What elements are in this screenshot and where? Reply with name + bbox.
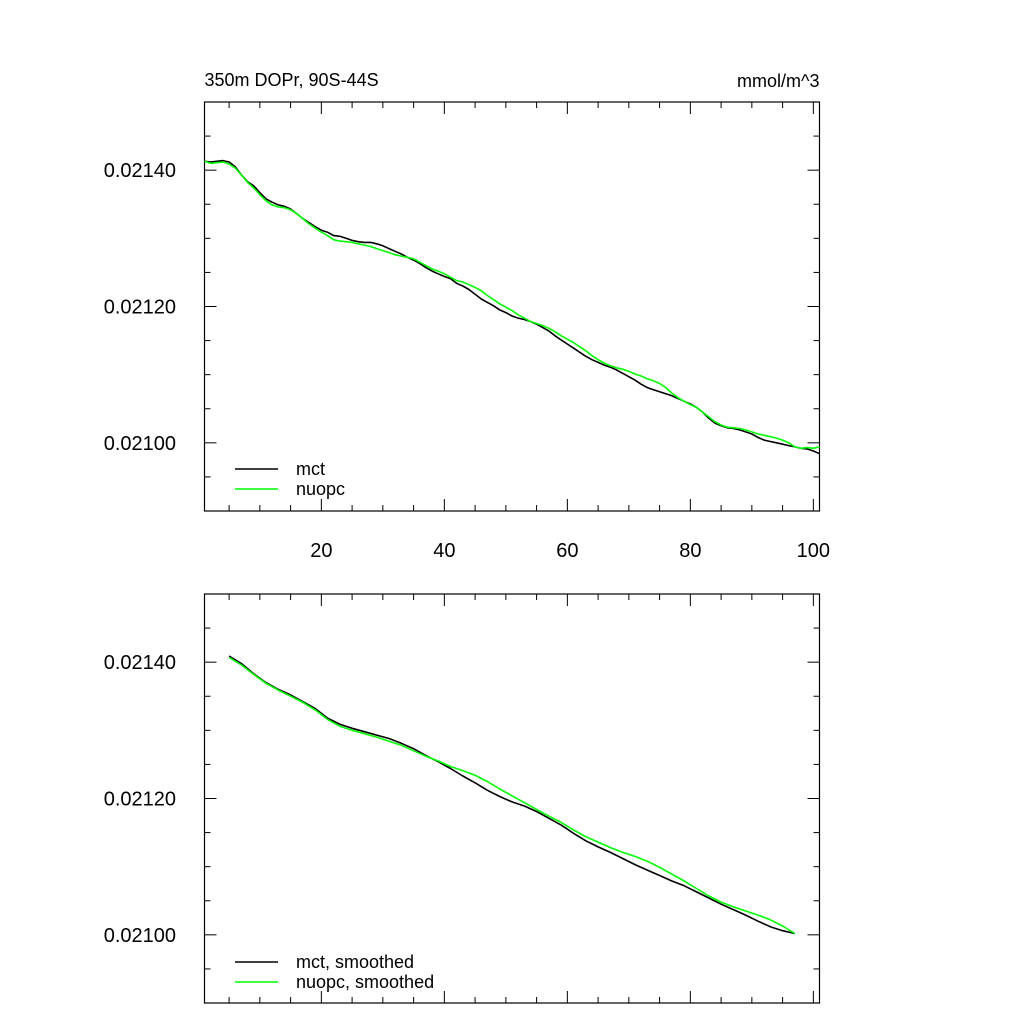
chart1-y-tick-label: 0.02120 — [104, 297, 176, 319]
chart1-panel: 0.02140 0.02120 0.02100 20 40 60 80 100 350m DOP… — [104, 70, 830, 562]
chart1-x-tick-label: 100 — [797, 540, 830, 562]
chart1-x-tick-label: 20 — [310, 540, 332, 562]
chart2-panel: 0.02140 0.02120 0.02100 mct, smoothednuopc,… — [104, 593, 821, 1004]
chart2-legend-label-2: nuopc, smoothed — [296, 972, 434, 992]
chart1-y-tick-label: 0.02100 — [104, 433, 176, 455]
chart1-x-tick-label: 40 — [433, 540, 455, 562]
chart1-x-tick-label: 80 — [679, 540, 701, 562]
chart2-series-1-line — [228, 655, 796, 935]
chart1-series-1-line — [204, 159, 820, 455]
chart1-y-tick-label: 0.02140 — [104, 160, 176, 182]
chart1-frame — [203, 101, 821, 512]
chart2-y-tick-label: 0.02140 — [104, 652, 176, 674]
chart1-title: 350m DOPr, 90S-44S — [205, 70, 379, 90]
chart1-series-2-line — [204, 160, 820, 450]
chart2-legend-label-1: mct, smoothed — [296, 952, 414, 972]
chart2-frame — [203, 593, 821, 1004]
chart2-series-2-line — [228, 656, 796, 935]
chart1-legend-label-1: mct — [296, 459, 325, 479]
chart2-y-tick-label: 0.02120 — [104, 789, 176, 811]
chart2-y-tick-label: 0.02100 — [104, 925, 176, 947]
chart1-units-label: mmol/m^3 — [737, 71, 819, 91]
chart1-legend-label-2: nuopc — [296, 479, 345, 499]
chart1-x-tick-label: 60 — [556, 540, 578, 562]
